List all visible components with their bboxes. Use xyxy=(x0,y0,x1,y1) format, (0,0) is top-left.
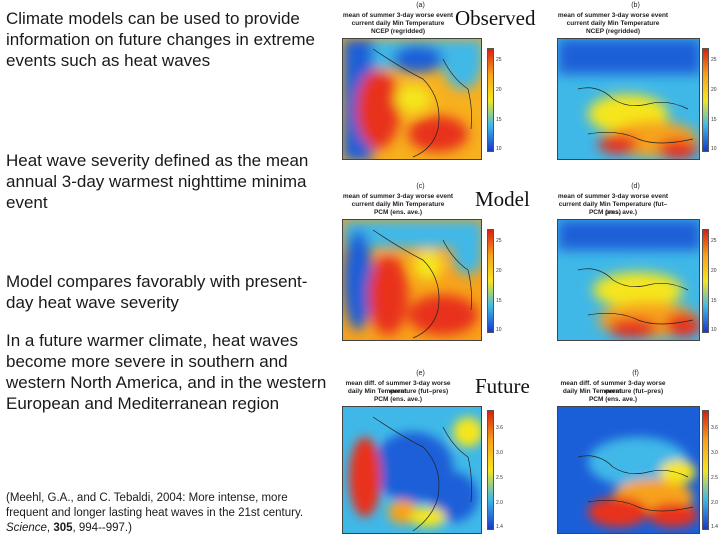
panel-b-tick: 20 xyxy=(711,87,717,93)
panel-c-tick: 10 xyxy=(496,327,502,333)
panel-d-title-3: PCM (ens. ave.) xyxy=(588,209,638,216)
panel-b-title-2: current daily Min Temperature xyxy=(566,20,660,27)
panel-f-colorbar xyxy=(702,410,709,530)
panel-c-map xyxy=(342,219,482,341)
panel-a-title-3: NCEP (regridded) xyxy=(370,28,426,35)
panel-f-tick: 2.0 xyxy=(711,500,718,506)
label-future: Future xyxy=(475,374,530,398)
panel-e-tick: 2.5 xyxy=(496,475,503,481)
panel-d-title-2: current daily Min Temperature (fut–pres) xyxy=(558,201,668,216)
panel-f-tick: 2.5 xyxy=(711,475,718,481)
panel-a-tick: 10 xyxy=(496,146,502,152)
panel-e-future-north-america: (e) mean diff. of summer 3-day worse eve… xyxy=(338,370,503,538)
panel-d-model-europe: (d) mean of summer 3-day worse event cur… xyxy=(553,183,718,343)
panel-a-colorbar xyxy=(487,48,494,152)
panel-b-title-3: NCEP (regridded) xyxy=(585,28,641,35)
panel-b-map xyxy=(557,38,700,160)
panel-e-map xyxy=(342,406,482,534)
panel-e-letter: (e) xyxy=(416,370,425,377)
panel-a-tick: 25 xyxy=(496,57,502,63)
panel-a-observed-north-america: (a) mean of summer 3-day worse event cur… xyxy=(338,2,503,162)
panel-f-map xyxy=(557,406,700,534)
panel-b-observed-europe: (b) mean of summer 3-day worse event cur… xyxy=(553,2,718,162)
bullet-heat-wave-definition: Heat wave severity defined as the mean a… xyxy=(6,151,309,212)
panel-a-letter: (a) xyxy=(416,2,425,9)
citation-volume: 305 xyxy=(53,522,73,534)
bullet-model-comparison: Model compares favorably with present-da… xyxy=(6,272,308,312)
panel-f-title-1: mean diff. of summer 3-day worse event xyxy=(560,380,666,395)
panel-f-tick: 3.6 xyxy=(711,425,718,431)
panel-f-title-2: daily Min Temperature (fut–pres) xyxy=(562,388,664,395)
panel-b-title-1: mean of summer 3-day worse event xyxy=(557,12,669,19)
panel-a-tick: 15 xyxy=(496,117,502,123)
panel-e-tick: 1.4 xyxy=(496,524,503,530)
panel-c-title-2: current daily Min Temperature xyxy=(351,201,445,208)
panel-a-tick: 20 xyxy=(496,87,502,93)
panel-d-tick: 20 xyxy=(711,268,717,274)
panel-d-letter: (d) xyxy=(631,183,640,190)
panel-e-title-2: daily Min Temperature (fut–pres) xyxy=(347,388,449,395)
panel-d-colorbar xyxy=(702,229,709,333)
citation-journal: Science xyxy=(6,522,47,534)
label-observed: Observed xyxy=(455,6,536,30)
panel-a-title-2: current daily Min Temperature xyxy=(351,20,445,27)
panel-f-tick: 3.0 xyxy=(711,450,718,456)
panel-e-title-1: mean diff. of summer 3-day worse event xyxy=(345,380,451,395)
panel-c-title-1: mean of summer 3-day worse event xyxy=(342,193,454,200)
panel-b-colorbar xyxy=(702,48,709,152)
panel-b-tick: 10 xyxy=(711,146,717,152)
panel-f-future-europe: (f) mean diff. of summer 3-day worse eve… xyxy=(553,370,718,538)
label-model: Model xyxy=(475,187,530,211)
panel-b-letter: (b) xyxy=(631,2,640,9)
panel-e-tick: 3.0 xyxy=(496,450,503,456)
panel-c-letter: (c) xyxy=(416,183,425,190)
citation: (Meehl, G.A., and C. Tebaldi, 2004: More… xyxy=(6,492,304,534)
panel-c-tick: 15 xyxy=(496,298,502,304)
panel-c-tick: 20 xyxy=(496,268,502,274)
panel-b-tick: 15 xyxy=(711,117,717,123)
panel-d-tick: 25 xyxy=(711,238,717,244)
panel-f-title-3: PCM (ens. ave.) xyxy=(588,396,638,403)
panel-a-map xyxy=(342,38,482,160)
panel-a-title-1: mean of summer 3-day worse event xyxy=(342,12,454,19)
citation-text: (Meehl, G.A., and C. Tebaldi, 2004: More… xyxy=(6,492,304,519)
bullet-climate-models: Climate models can be used to provide in… xyxy=(6,9,316,70)
panel-c-model-north-america: (c) mean of summer 3-day worse event cur… xyxy=(338,183,503,343)
panel-e-colorbar xyxy=(487,410,494,530)
panel-e-tick: 3.6 xyxy=(496,425,503,431)
panel-d-tick: 10 xyxy=(711,327,717,333)
panel-c-colorbar xyxy=(487,229,494,333)
panel-c-title-3: PCM (ens. ave.) xyxy=(373,209,423,216)
panel-d-title-1: mean of summer 3-day worse event xyxy=(557,193,669,200)
panel-f-tick: 1.4 xyxy=(711,524,718,530)
panel-d-tick: 15 xyxy=(711,298,717,304)
panel-e-title-3: PCM (ens. ave.) xyxy=(373,396,423,403)
panel-c-tick: 25 xyxy=(496,238,502,244)
citation-pages: , 994--997.) xyxy=(72,522,132,534)
panel-d-map xyxy=(557,219,700,341)
bullet-future-climate: In a future warmer climate, heat waves b… xyxy=(6,331,327,413)
panel-b-tick: 25 xyxy=(711,57,717,63)
panel-e-tick: 2.0 xyxy=(496,500,503,506)
panel-f-letter: (f) xyxy=(632,370,639,377)
